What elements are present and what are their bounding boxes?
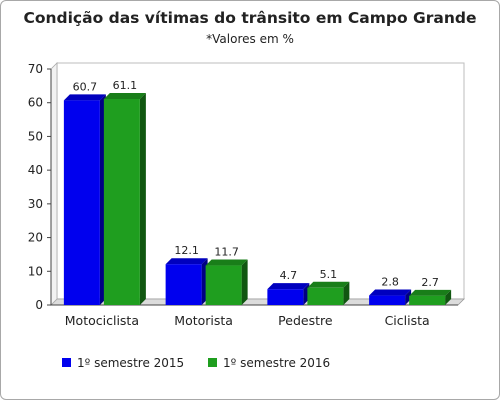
bar-top bbox=[307, 281, 350, 288]
bar bbox=[103, 99, 140, 306]
bar-top bbox=[409, 289, 452, 296]
bar bbox=[267, 289, 304, 305]
data-label: 12.1 bbox=[174, 244, 199, 257]
legend-label-2016: 1º semestre 2016 bbox=[223, 356, 331, 370]
bar bbox=[369, 295, 406, 305]
bar-top bbox=[63, 94, 106, 101]
x-tick-label: Pedestre bbox=[278, 313, 333, 328]
legend-label-2015: 1º semestre 2015 bbox=[77, 356, 185, 370]
bar bbox=[165, 264, 202, 305]
bar-side bbox=[241, 259, 248, 305]
bar-top bbox=[165, 258, 208, 265]
y-tick-label: 30 bbox=[28, 197, 43, 211]
bar-side bbox=[343, 281, 350, 305]
data-label: 61.1 bbox=[113, 79, 138, 92]
data-label: 2.7 bbox=[421, 276, 439, 289]
bar-top bbox=[267, 283, 310, 290]
data-label: 5.1 bbox=[320, 268, 338, 281]
plot-side-wall bbox=[50, 62, 58, 306]
x-tick-label: Motociclista bbox=[65, 313, 139, 328]
legend-swatch-2015 bbox=[62, 358, 71, 367]
bar-side bbox=[405, 289, 412, 305]
y-tick-label: 60 bbox=[28, 96, 43, 110]
data-label: 4.7 bbox=[280, 269, 298, 282]
y-tick-label: 10 bbox=[28, 264, 43, 278]
legend-item-2016: 1º semestre 2016 bbox=[208, 356, 330, 370]
bar-side bbox=[139, 93, 146, 306]
y-tick-label: 20 bbox=[28, 231, 43, 245]
bar bbox=[63, 100, 100, 306]
y-tick-label: 0 bbox=[35, 298, 43, 312]
chart-title: Condição das vítimas do trânsito em Camp… bbox=[23, 9, 477, 27]
bar-top bbox=[205, 259, 248, 266]
data-label: 2.8 bbox=[381, 276, 399, 289]
legend-item-2015: 1º semestre 2015 bbox=[62, 356, 184, 370]
bar bbox=[307, 287, 344, 305]
data-label: 60.7 bbox=[73, 80, 98, 93]
y-tick-label: 70 bbox=[28, 62, 43, 76]
bar-side bbox=[445, 289, 452, 305]
data-label: 11.7 bbox=[214, 246, 239, 259]
y-tick-label: 50 bbox=[28, 129, 43, 143]
legend-swatch-2016 bbox=[208, 358, 217, 367]
bar-top bbox=[369, 289, 412, 296]
chart-subtitle: *Valores em % bbox=[206, 32, 294, 46]
bar-top bbox=[103, 93, 146, 100]
y-tick-label: 40 bbox=[28, 163, 43, 177]
x-tick-label: Motorista bbox=[174, 313, 233, 328]
x-tick-label: Ciclista bbox=[385, 313, 430, 328]
bar bbox=[205, 265, 242, 305]
bar bbox=[409, 295, 446, 305]
